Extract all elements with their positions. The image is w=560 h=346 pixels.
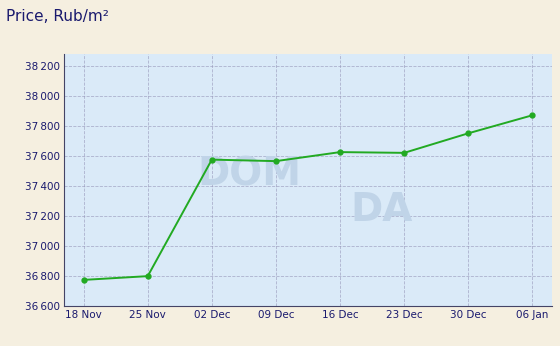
Text: DOM: DOM: [198, 156, 301, 194]
Text: DA: DA: [350, 191, 412, 229]
Text: Price, Rub/m²: Price, Rub/m²: [6, 9, 109, 24]
